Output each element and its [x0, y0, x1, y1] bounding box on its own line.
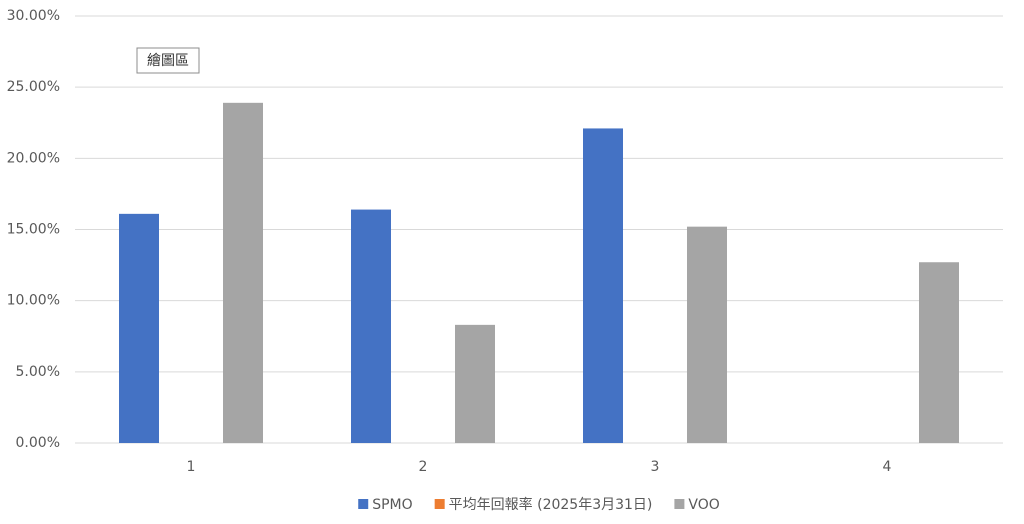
legend-swatch [674, 499, 685, 509]
y-tick-label: 30.00% [7, 8, 60, 24]
bar [687, 226, 727, 443]
x-tick-label: 4 [883, 459, 892, 475]
y-tick-label: 0.00% [16, 435, 60, 451]
bar [351, 209, 391, 443]
legend-label: SPMO [372, 497, 412, 513]
y-tick-label: 25.00% [7, 79, 60, 95]
x-tick-label: 3 [651, 459, 660, 475]
bar [223, 102, 263, 443]
legend-label: VOO [688, 497, 719, 513]
y-tick-label: 5.00% [16, 364, 60, 380]
legend-swatch [434, 499, 445, 509]
legend-swatch [358, 499, 369, 509]
bar [119, 213, 159, 443]
legend-label: 平均年回報率 (2025年3月31日) [449, 496, 653, 513]
y-tick-label: 20.00% [7, 150, 60, 166]
annotation-box [136, 47, 200, 74]
y-tick-label: 15.00% [7, 222, 60, 238]
bar [455, 324, 495, 443]
bar [919, 262, 959, 443]
x-tick-label: 2 [419, 459, 428, 475]
bar [583, 128, 623, 443]
x-tick-label: 1 [187, 459, 196, 475]
annotation: 繪圖區 [147, 52, 189, 69]
y-tick-label: 10.00% [7, 293, 60, 309]
